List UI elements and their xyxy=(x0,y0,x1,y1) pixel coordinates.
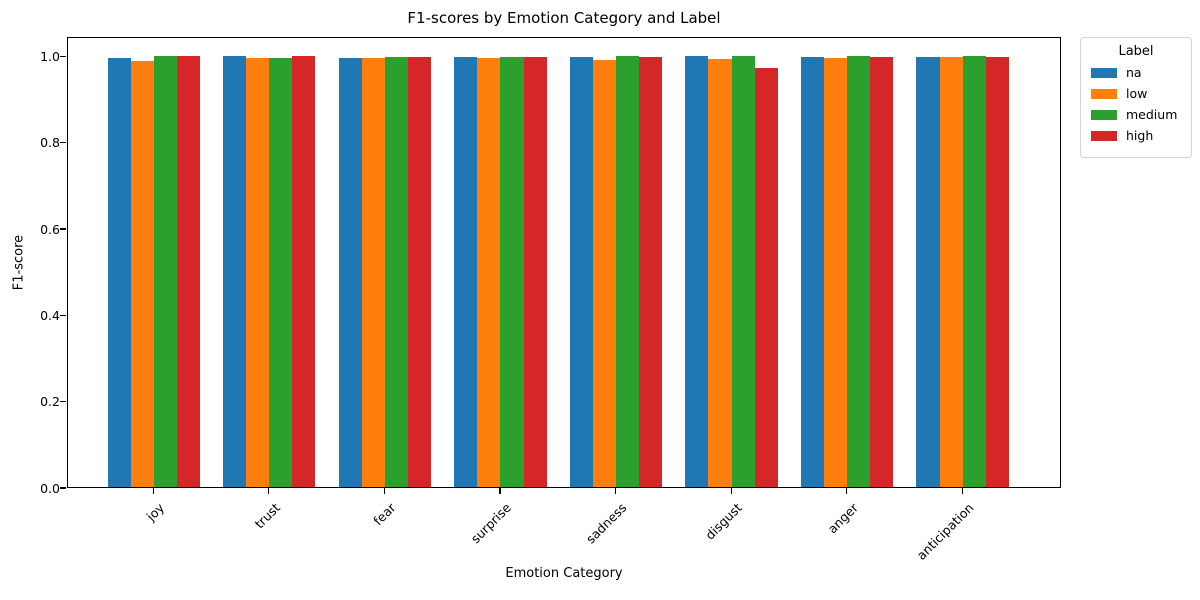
bar-fear-low xyxy=(361,58,385,487)
x-tick-mark xyxy=(614,488,617,494)
bar-anticipation-low xyxy=(939,56,963,487)
bar-anticipation-high xyxy=(985,56,1009,487)
bar-surprise-na xyxy=(454,56,478,487)
y-tick-label-0.0: 0.0 xyxy=(40,480,60,496)
bar-joy-low xyxy=(130,61,154,487)
legend-label: low xyxy=(1126,86,1148,101)
x-tick-label-surprise: surprise xyxy=(467,500,515,547)
legend-swatch-icon xyxy=(1091,67,1117,78)
bar-disgust-medium xyxy=(731,56,755,487)
x-tick-mark xyxy=(499,488,501,494)
x-tick-label-sadness: sadness xyxy=(583,500,630,547)
x-tick-mark xyxy=(383,488,386,494)
bar-fear-high xyxy=(407,56,432,487)
y-tick-mark xyxy=(60,401,66,403)
bar-sadness-high xyxy=(639,56,663,487)
y-tick-mark xyxy=(60,487,66,489)
x-tick-mark xyxy=(846,488,848,494)
bar-joy-high xyxy=(176,56,200,487)
x-tick-mark xyxy=(961,488,963,494)
y-tick-label-0.6: 0.6 xyxy=(40,221,60,237)
bar-trust-na xyxy=(223,56,247,487)
y-tick-mark xyxy=(60,228,66,230)
chart-title: F1-scores by Emotion Category and Label xyxy=(407,9,721,27)
x-axis-label: Emotion Category xyxy=(505,566,623,581)
x-tick-mark xyxy=(268,488,270,494)
x-tick-label-fear: fear xyxy=(370,500,399,529)
bar-sadness-na xyxy=(569,57,593,487)
legend-item-low: low xyxy=(1091,86,1181,101)
legend-items: na low medium high xyxy=(1091,65,1181,143)
y-tick-label-0.2: 0.2 xyxy=(40,394,60,410)
bar-joy-medium xyxy=(153,55,177,487)
bar-surprise-high xyxy=(523,56,547,487)
bar-joy-na xyxy=(107,57,131,487)
bar-anticipation-na xyxy=(916,56,940,487)
legend-swatch-icon xyxy=(1091,88,1117,99)
legend-label: na xyxy=(1126,65,1142,80)
x-tick-mark xyxy=(730,488,732,494)
bar-anger-high xyxy=(870,56,894,487)
y-tick-mark xyxy=(60,55,66,57)
bar-disgust-low xyxy=(708,58,732,487)
bar-sadness-low xyxy=(592,60,616,487)
bar-surprise-low xyxy=(477,58,501,487)
legend-item-high: high xyxy=(1091,128,1181,143)
legend-item-na: na xyxy=(1091,65,1181,80)
bar-fear-na xyxy=(338,57,362,487)
bar-trust-high xyxy=(292,56,316,487)
legend-label: medium xyxy=(1126,107,1178,122)
bar-disgust-high xyxy=(754,68,778,487)
bar-surprise-medium xyxy=(500,56,524,487)
bar-fear-medium xyxy=(384,56,408,487)
y-tick-label-1.0: 1.0 xyxy=(40,48,60,64)
legend-title: Label xyxy=(1118,44,1154,59)
legend: Label na low medium high xyxy=(1080,37,1192,158)
bar-trust-low xyxy=(246,58,270,487)
x-tick-label-disgust: disgust xyxy=(702,500,746,543)
bar-anger-na xyxy=(800,56,824,487)
x-tick-label-anger: anger xyxy=(824,500,861,537)
plot-area xyxy=(67,37,1061,488)
legend-swatch-icon xyxy=(1091,130,1117,141)
x-tick-mark xyxy=(152,488,154,494)
x-tick-label-joy: joy xyxy=(143,500,168,524)
y-tick-label-0.8: 0.8 xyxy=(40,135,60,151)
legend-swatch-icon xyxy=(1091,109,1117,120)
x-tick-label-trust: trust xyxy=(251,500,283,532)
bar-anger-low xyxy=(824,58,848,487)
legend-item-medium: medium xyxy=(1091,107,1181,122)
bar-anticipation-medium xyxy=(962,56,986,487)
bar-disgust-na xyxy=(685,55,709,487)
bar-anger-medium xyxy=(847,56,871,487)
y-tick-mark xyxy=(60,314,66,316)
y-tick-label-0.4: 0.4 xyxy=(40,307,60,323)
bar-sadness-medium xyxy=(615,56,640,487)
x-tick-label-anticipation: anticipation xyxy=(913,500,977,563)
y-tick-mark xyxy=(60,142,66,144)
bar-trust-medium xyxy=(269,58,293,487)
legend-label: high xyxy=(1126,128,1154,143)
